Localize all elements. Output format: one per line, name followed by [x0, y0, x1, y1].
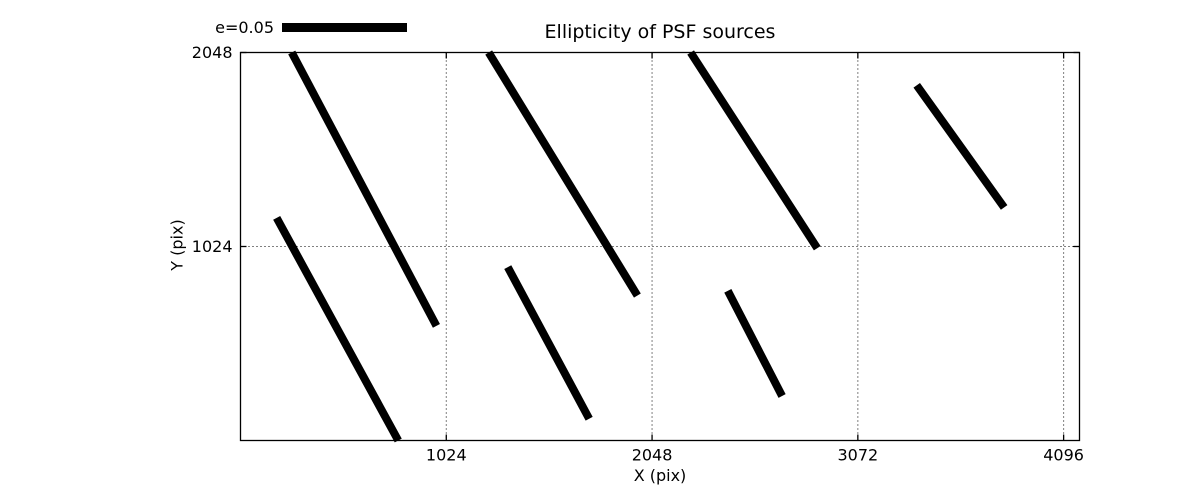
psf-ellipticity-stick: [485, 50, 641, 298]
legend-stick-sample: [282, 23, 407, 32]
psf-ellipticity-stick: [687, 50, 821, 251]
psf-ellipticity-stick: [913, 82, 1008, 210]
legend-label: e=0.05: [215, 18, 274, 37]
y-tick-label: 1024: [192, 237, 233, 256]
y-axis-label: Y (pix): [167, 219, 187, 271]
x-tick-label: 3072: [837, 446, 878, 465]
x-tick-label: 2048: [632, 446, 673, 465]
x-axis-label: X (pix): [633, 466, 687, 485]
chart-title: Ellipticity of PSF sources: [544, 21, 776, 43]
x-tick-label: 4096: [1043, 446, 1084, 465]
psf-ellipticity-stick: [724, 288, 786, 398]
psf-ellipticity-stick: [504, 265, 593, 421]
x-tick-label: 1024: [426, 446, 467, 465]
psf-ellipticity-stick: [288, 50, 440, 328]
y-tick-label: 2048: [192, 43, 233, 62]
psf-ellipticity-stick: [273, 215, 402, 443]
